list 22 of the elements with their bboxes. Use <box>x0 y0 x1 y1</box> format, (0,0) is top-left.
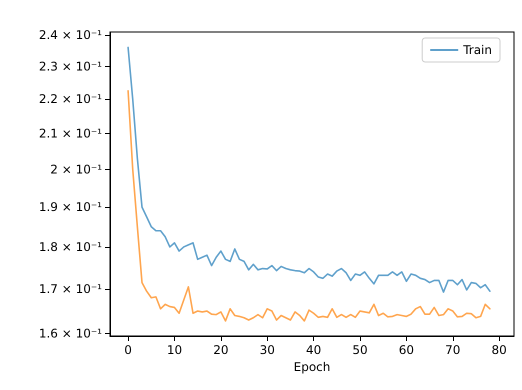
y-tick-label: 1.6 × 10⁻¹ <box>38 326 102 341</box>
line-series <box>127 46 491 293</box>
x-tick-label: 70 <box>445 343 460 357</box>
y-tick-label: 2 × 10⁻¹ <box>50 162 102 176</box>
x-tick-label: 30 <box>260 343 275 357</box>
y-tick-label: 2.2 × 10⁻¹ <box>38 92 102 106</box>
x-tick-label: 10 <box>166 343 182 357</box>
x-tick-label: 80 <box>492 343 507 357</box>
y-tick-label: 1.9 × 10⁻¹ <box>38 200 102 214</box>
x-tick-label: 50 <box>352 343 368 357</box>
line-series <box>127 90 491 322</box>
y-tick-label: 2.4 × 10⁻¹ <box>38 28 102 42</box>
y-tick-label: 2.1 × 10⁻¹ <box>38 126 102 140</box>
y-tick-label: 1.8 × 10⁻¹ <box>38 240 102 254</box>
x-tick-label: 40 <box>306 343 322 357</box>
x-tick-label: 60 <box>398 343 414 357</box>
legend-label: Train <box>462 43 492 57</box>
x-axis-title: Epoch <box>294 360 330 374</box>
y-tick-label: 1.7 × 10⁻¹ <box>38 282 102 296</box>
y-tick-label: 2.3 × 10⁻¹ <box>38 59 102 74</box>
x-tick-label: 0 <box>124 343 132 357</box>
x-tick-label: 20 <box>213 343 228 357</box>
